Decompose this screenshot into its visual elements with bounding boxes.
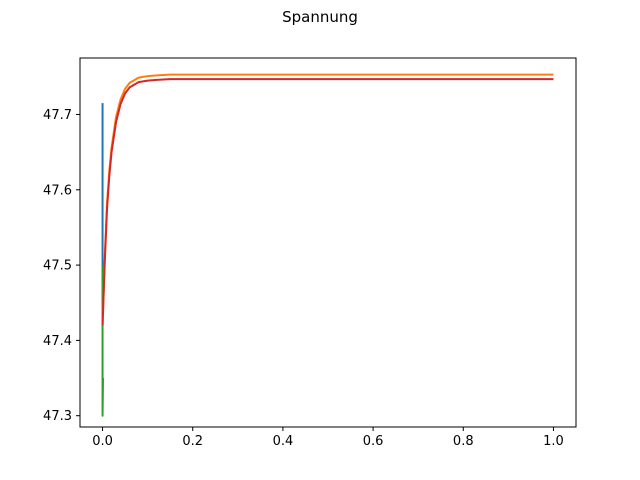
y-tick-label: 47.4 <box>43 334 72 349</box>
y-tick-label: 47.3 <box>43 409 72 424</box>
chart-title: Spannung <box>282 8 358 26</box>
series-layer <box>101 73 554 417</box>
x-tick-label: 0.2 <box>182 434 203 449</box>
y-axis: 47.3 47.4 47.5 47.6 47.7 <box>43 108 80 424</box>
x-tick-label: 0.4 <box>273 434 294 449</box>
series-line-3 <box>101 78 554 326</box>
y-tick-label: 47.6 <box>43 183 72 198</box>
x-tick-label: 0.8 <box>453 434 474 449</box>
axes-frame <box>79 57 577 428</box>
x-axis: 0.0 0.2 0.4 0.6 0.8 1.0 <box>92 427 564 449</box>
y-tick-label: 47.5 <box>43 259 72 274</box>
y-tick-label: 47.7 <box>43 108 72 123</box>
x-tick-label: 0.0 <box>92 434 113 449</box>
x-tick-label: 1.0 <box>543 434 564 449</box>
x-tick-label: 0.6 <box>363 434 384 449</box>
